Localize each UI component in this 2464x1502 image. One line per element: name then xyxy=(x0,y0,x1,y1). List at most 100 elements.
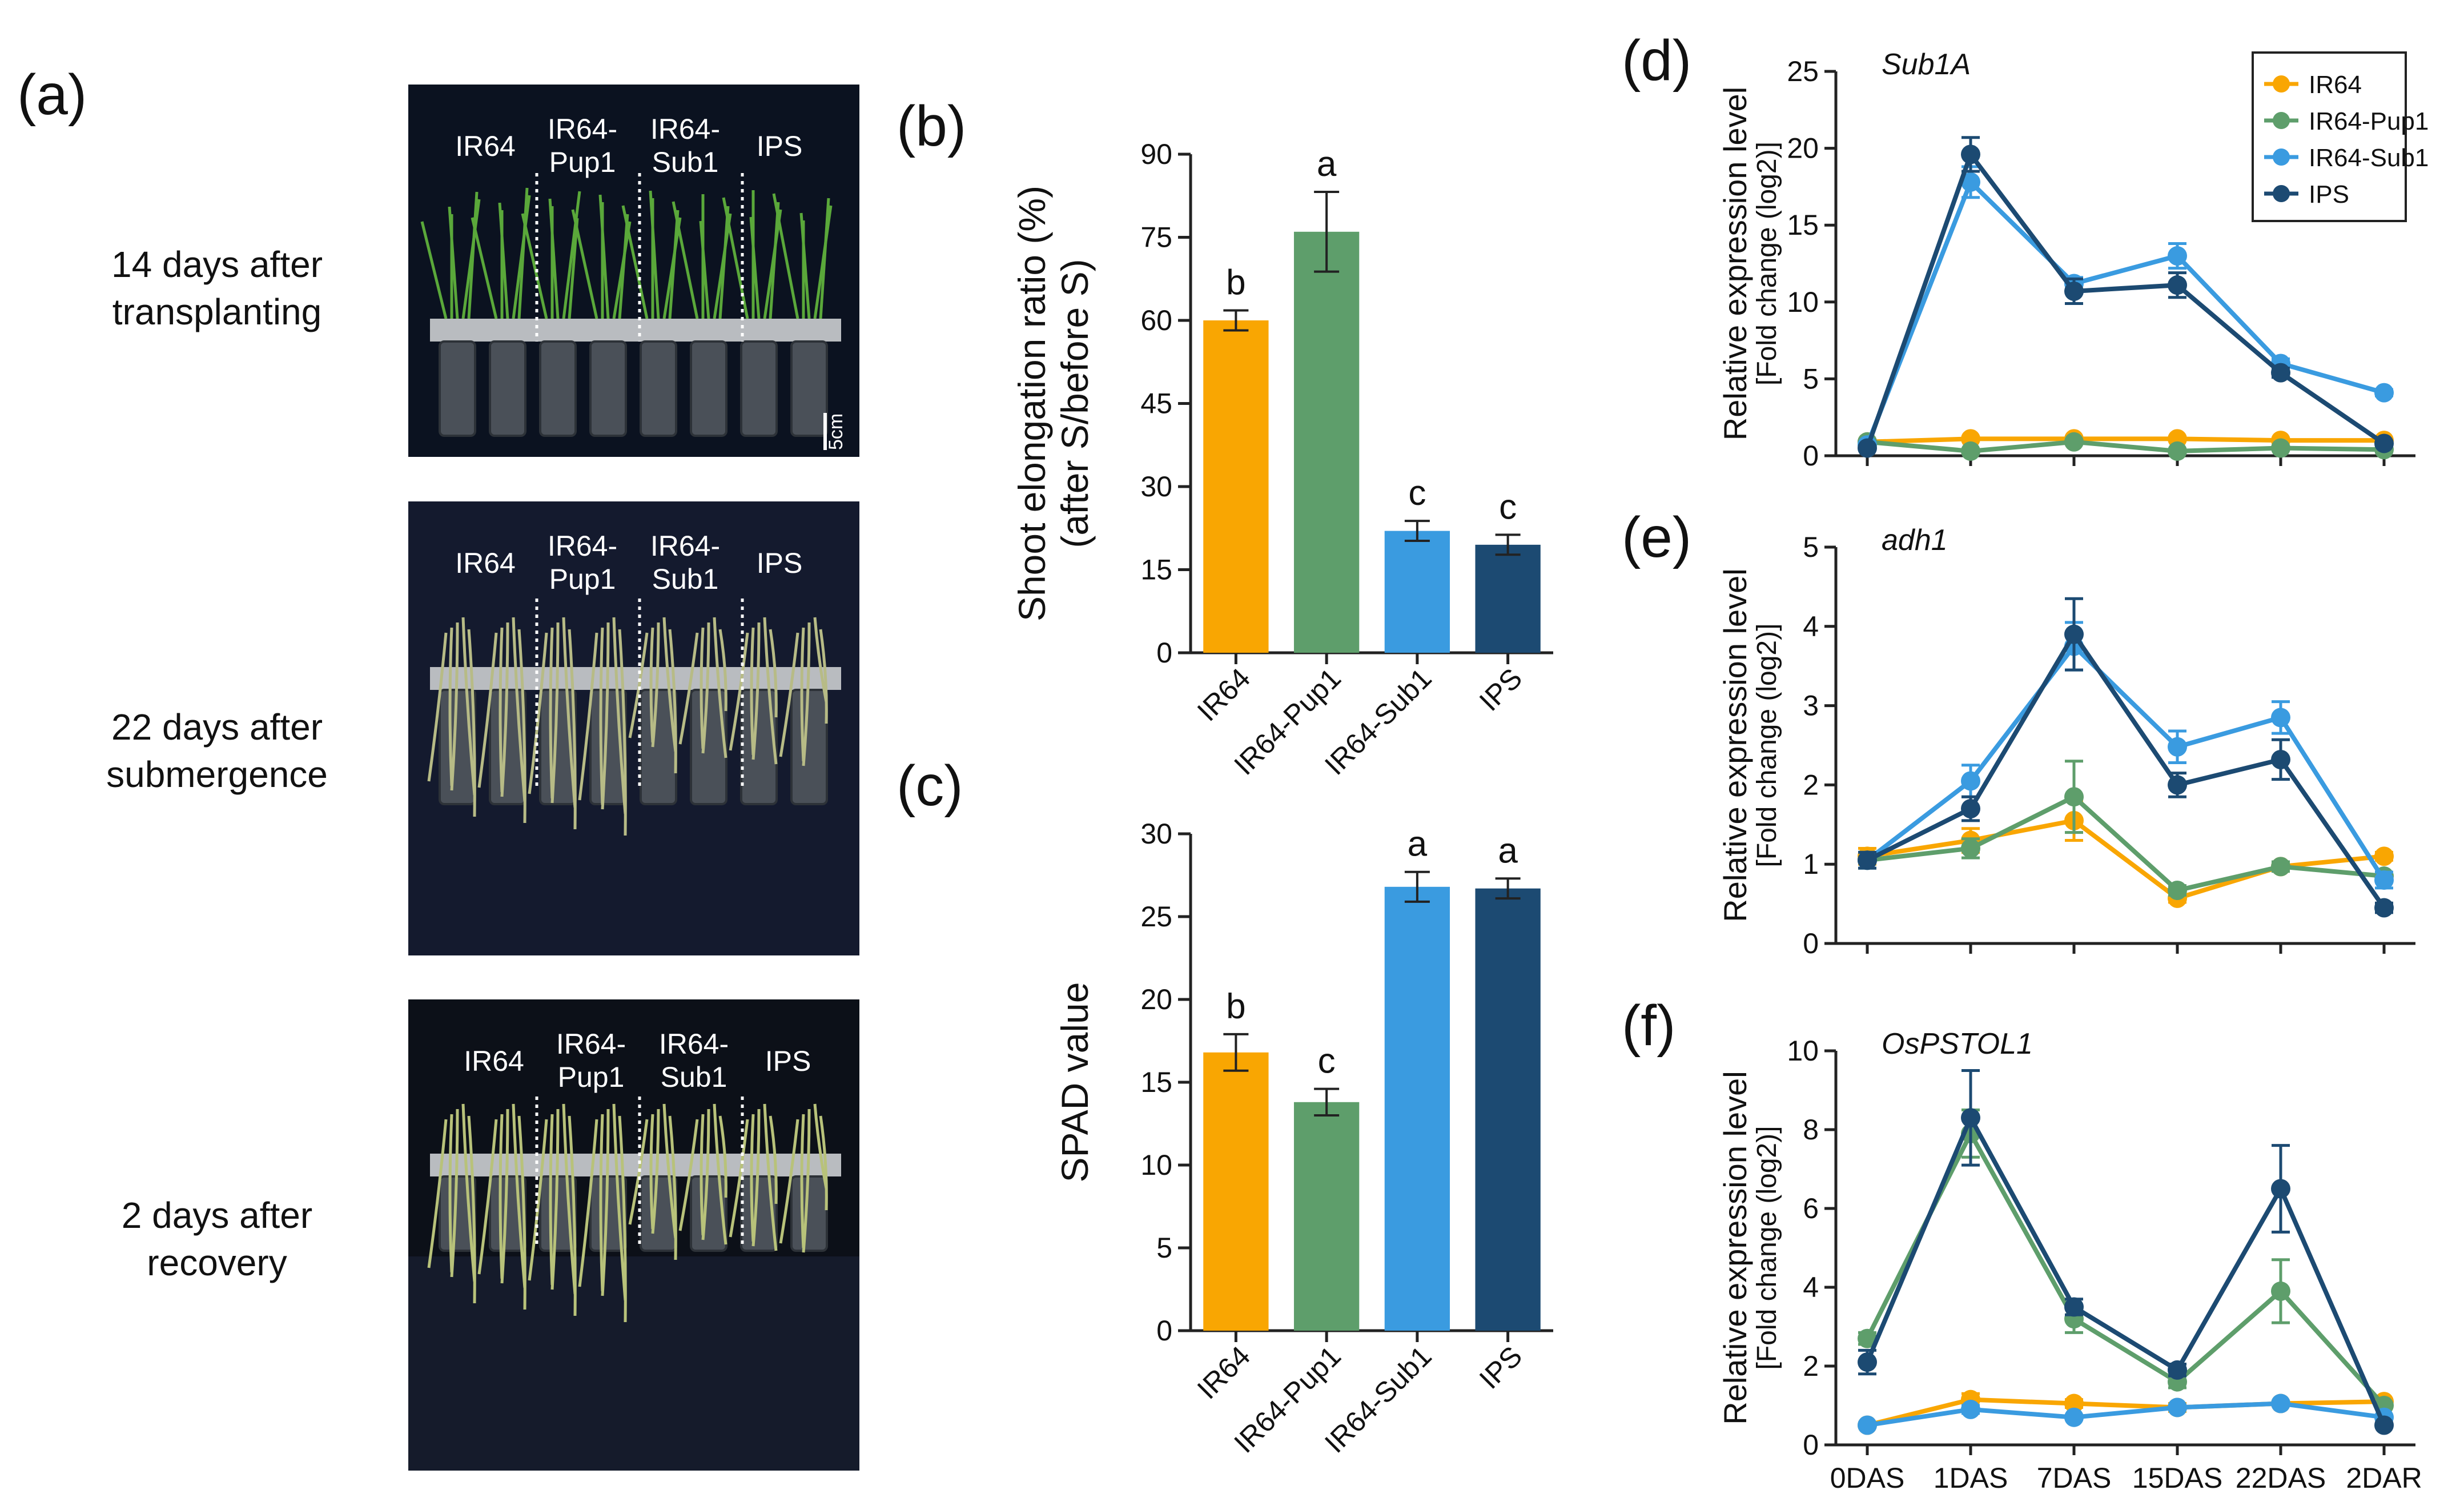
data-point xyxy=(1961,172,1980,192)
leaf xyxy=(528,632,548,794)
leaf xyxy=(601,622,610,810)
cloth xyxy=(408,1256,859,1471)
leaf xyxy=(651,622,660,748)
leaf xyxy=(448,206,459,319)
leaf xyxy=(718,1115,727,1198)
leaf xyxy=(521,213,548,319)
row-caption-1-line-1: 14 days after xyxy=(111,244,323,285)
leaf xyxy=(562,1103,577,1295)
data-point xyxy=(1961,1108,1980,1128)
pot xyxy=(690,1175,727,1252)
data-point xyxy=(2271,363,2290,383)
x-tick-label: 22DAS xyxy=(2236,1462,2326,1494)
leaf xyxy=(772,193,799,319)
y-tick-label: 0 xyxy=(1803,1429,1819,1461)
legend-label: IR64-Sub1 xyxy=(2309,144,2429,172)
data-point xyxy=(1961,144,1980,164)
y-tick-label: 6 xyxy=(1803,1192,1819,1224)
leaf xyxy=(562,191,581,319)
x-tick-label: 1DAS xyxy=(1934,1462,2008,1494)
leaf xyxy=(750,1114,755,1242)
y-tick-label: 5 xyxy=(1803,363,1819,395)
leaf xyxy=(578,632,598,801)
leaf xyxy=(601,1109,610,1296)
y-tick-label: 20 xyxy=(1787,132,1819,164)
data-point xyxy=(1858,1328,1877,1348)
y-axis-title: Relative expression level xyxy=(1717,1071,1753,1424)
significance-letter: c xyxy=(1499,487,1517,527)
leaf xyxy=(568,218,579,319)
y-tick-label: 4 xyxy=(1803,1271,1819,1303)
photo-cultivar-label: IR64 xyxy=(455,130,516,162)
photo-cultivar-label: Sub1 xyxy=(661,1061,727,1093)
pot xyxy=(740,340,778,437)
sub1a-expression-chart: 0 5 10 15 20 25 Relative expression level[Fold… xyxy=(1717,48,2415,472)
y-axis-subtitle: [Fold change (log2)] xyxy=(1752,624,1782,868)
leaf xyxy=(722,197,749,319)
scale-bar-label: 5cm xyxy=(825,413,847,450)
bar-ips xyxy=(1475,888,1541,1331)
leaf xyxy=(678,1119,699,1231)
data-point xyxy=(2168,275,2187,295)
series-line xyxy=(1867,1397,2385,1428)
bar-ir64-pup1 xyxy=(1293,231,1360,653)
leaf xyxy=(618,629,627,836)
data-point xyxy=(2374,898,2394,918)
series-line xyxy=(1867,436,2384,444)
y-tick-label: 30 xyxy=(1140,471,1172,503)
photo-cultivar-label: IR64- xyxy=(650,530,720,562)
pot xyxy=(640,340,677,437)
leaf xyxy=(598,194,610,319)
x-tick-label: IR64 xyxy=(1191,662,1256,727)
leaf xyxy=(420,221,448,319)
leaf xyxy=(450,1109,459,1278)
leaf xyxy=(549,1114,554,1286)
leaf xyxy=(550,622,560,804)
data-point xyxy=(2168,1397,2187,1417)
leaf xyxy=(718,206,730,319)
panel-b-label: (b) xyxy=(897,94,966,158)
leaf xyxy=(800,627,805,762)
leaf xyxy=(700,1114,705,1236)
leaf xyxy=(568,629,577,830)
y-tick-label: 1 xyxy=(1803,848,1819,880)
leaf xyxy=(649,627,654,743)
data-point xyxy=(2271,438,2290,458)
data-point xyxy=(2168,881,2187,901)
pot xyxy=(690,689,727,805)
leaf xyxy=(498,202,509,319)
y-tick-label: 15 xyxy=(1140,554,1172,586)
series-ir64-sub1 xyxy=(1858,621,2394,890)
row-caption-3-line-2: recovery xyxy=(147,1242,287,1283)
series-ir64-sub1 xyxy=(1858,1393,2394,1435)
leaf xyxy=(729,1119,749,1238)
series-ips xyxy=(1858,597,2394,918)
pot xyxy=(539,340,577,437)
series-line xyxy=(1865,150,2386,449)
data-point xyxy=(2064,432,2084,452)
gene-name: Sub1A xyxy=(1882,48,1971,81)
leaf xyxy=(769,629,778,718)
y-tick-label: 15 xyxy=(1787,209,1819,241)
leaf xyxy=(427,1119,448,1268)
data-point xyxy=(2271,1179,2290,1199)
data-point xyxy=(2168,775,2187,795)
y-tick-label: 45 xyxy=(1140,388,1172,420)
row-caption-1: 14 days after transplanting xyxy=(111,244,323,332)
leaf xyxy=(517,187,529,319)
leaf xyxy=(448,627,453,786)
leaf xyxy=(578,1119,598,1287)
series-line xyxy=(1867,794,2385,893)
leaf xyxy=(548,198,560,319)
tray-rim xyxy=(430,319,841,342)
data-point xyxy=(1961,799,1980,819)
series-ir64-pup1 xyxy=(1858,760,2394,901)
data-point xyxy=(2168,737,2187,757)
photo-cultivar-label: IPS xyxy=(757,547,803,579)
data-point xyxy=(2064,1297,2084,1317)
y-tick-label: 2 xyxy=(1803,1350,1819,1382)
photo-cultivar-label: IPS xyxy=(757,130,803,162)
leaf xyxy=(649,1114,654,1230)
leaf xyxy=(528,1119,548,1281)
